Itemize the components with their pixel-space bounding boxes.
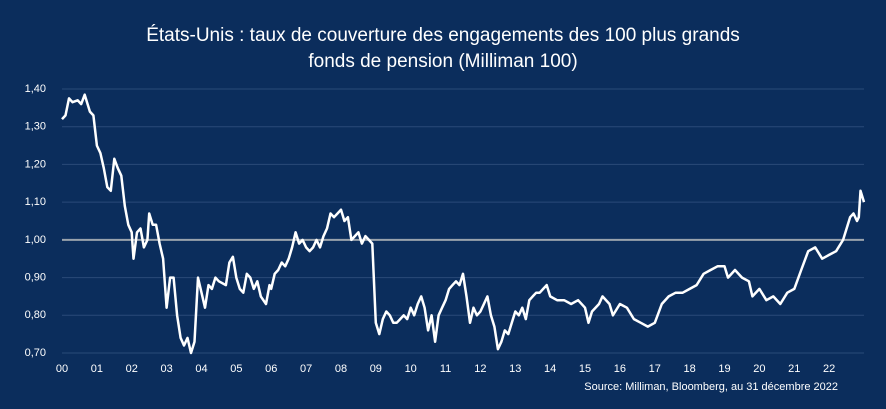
x-tick-label: 08 — [335, 363, 347, 375]
x-tick-label: 21 — [788, 363, 800, 375]
x-tick-label: 18 — [684, 363, 696, 375]
chart-title: fonds de pension (Milliman 100) — [308, 51, 577, 72]
x-tick-label: 02 — [126, 363, 138, 375]
x-tick-label: 03 — [160, 363, 172, 375]
x-tick-label: 04 — [195, 363, 207, 375]
x-tick-label: 13 — [509, 363, 521, 375]
x-tick-label: 22 — [823, 363, 835, 375]
x-tick-label: 11 — [440, 363, 451, 375]
x-tick-label: 01 — [91, 363, 103, 375]
y-tick-label: 1,40 — [25, 83, 46, 95]
chart-title: États-Unis : taux de couverture des enga… — [146, 25, 740, 46]
x-tick-label: 00 — [56, 363, 68, 375]
x-tick-label: 17 — [649, 363, 661, 375]
x-tick-label: 10 — [405, 363, 417, 375]
x-tick-label: 06 — [265, 363, 277, 375]
x-tick-label: 20 — [753, 363, 765, 375]
y-tick-label: 1,00 — [25, 234, 46, 246]
y-tick-label: 1,20 — [25, 158, 46, 170]
x-tick-label: 05 — [230, 363, 242, 375]
source-note: Source: Milliman, Bloomberg, au 31 décem… — [584, 381, 838, 393]
x-tick-label: 19 — [718, 363, 730, 375]
y-tick-label: 0,70 — [25, 347, 46, 359]
x-tick-label: 15 — [579, 363, 591, 375]
x-tick-label: 09 — [370, 363, 382, 375]
x-tick-label: 16 — [614, 363, 626, 375]
x-tick-label: 12 — [474, 363, 486, 375]
data-line — [61, 93, 866, 355]
y-tick-label: 0,80 — [25, 309, 46, 321]
x-tick-label: 07 — [300, 363, 312, 375]
y-tick-label: 1,30 — [25, 121, 46, 133]
y-tick-label: 0,90 — [25, 271, 46, 283]
y-tick-label: 1,10 — [25, 196, 46, 208]
x-tick-label: 14 — [544, 363, 556, 375]
